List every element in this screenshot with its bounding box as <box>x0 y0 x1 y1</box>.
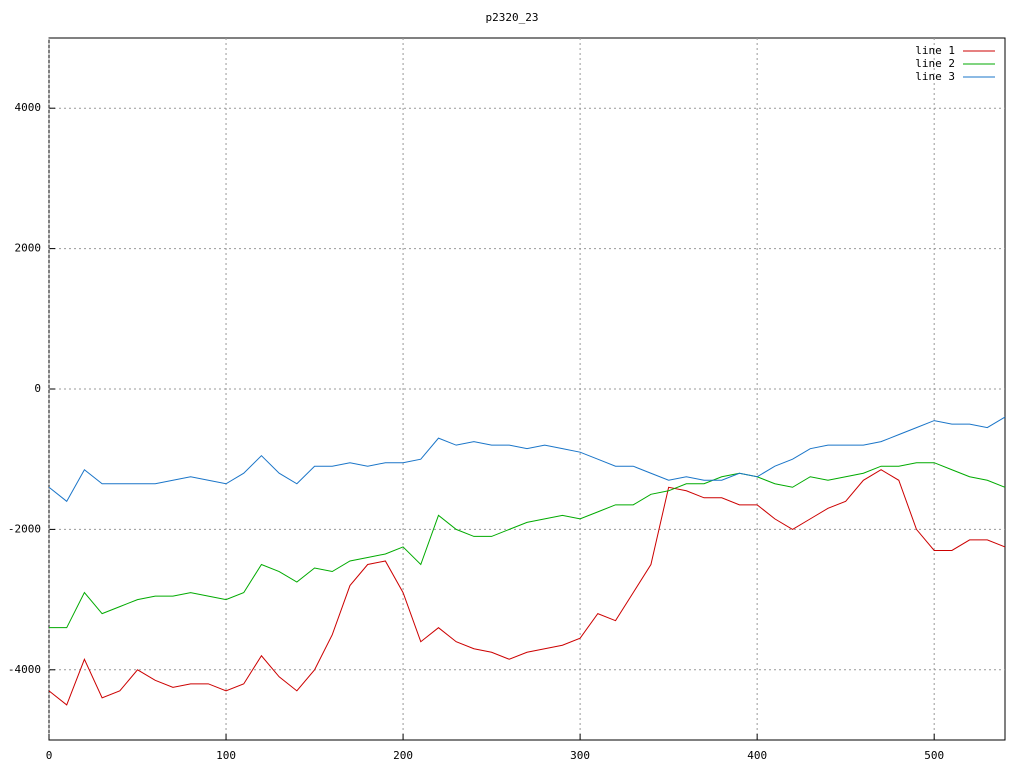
legend-label: line 2 <box>915 57 955 70</box>
data-line <box>48 416 1006 503</box>
chart-title: p2320_23 <box>486 11 539 24</box>
data-line <box>49 462 1006 629</box>
data-line <box>48 469 1006 706</box>
y-tick-label: 4000 <box>15 101 42 114</box>
x-tick-label: 200 <box>393 749 413 762</box>
plot-frame <box>48 37 1006 741</box>
x-tick-label: 0 <box>46 749 53 762</box>
y-tick-label: -2000 <box>8 522 41 535</box>
y-tick-label: 2000 <box>15 242 42 255</box>
x-tick-label: 100 <box>216 749 236 762</box>
x-tick-label: 500 <box>924 749 944 762</box>
x-tick-label: 300 <box>570 749 590 762</box>
x-tick-label: 400 <box>747 749 767 762</box>
legend-label: line 3 <box>915 70 955 83</box>
legend-label: line 1 <box>915 44 955 57</box>
y-tick-label: -4000 <box>8 663 41 676</box>
y-tick-label: 0 <box>34 382 41 395</box>
